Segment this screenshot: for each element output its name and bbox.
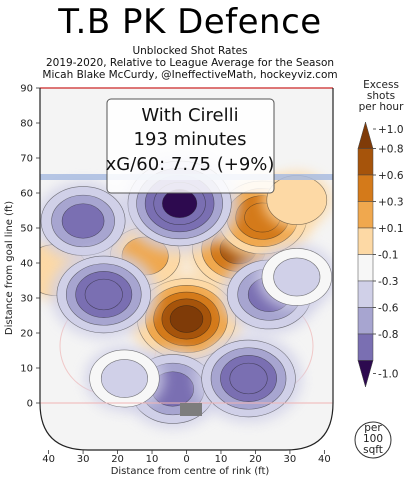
y-tick-label: 90 — [20, 84, 33, 95]
colorbar: Excess shots per hour +1.0 +0.8 +0.6 +0.3 +0… — [357, 79, 405, 388]
colorbar-cell — [357, 227, 374, 255]
colorbar-cell — [357, 201, 374, 229]
unit-badge: per 100 sqft — [354, 421, 392, 459]
unit-badge-line-3: sqft — [363, 444, 383, 456]
y-axis-label: Distance from goal line (ft) — [4, 201, 15, 335]
y-tick-label: 80 — [20, 119, 33, 130]
y-tick-label: 0 — [27, 399, 33, 410]
x-tick-label: 40 — [42, 454, 55, 465]
x-tick-label: 20 — [249, 454, 262, 465]
colorbar-tick-label: -0.1 — [378, 250, 399, 262]
x-tick-label: 30 — [77, 454, 90, 465]
y-tick-label: 10 — [20, 364, 33, 375]
chart-subtitle-2: 2019-2020, Relative to League Average fo… — [45, 57, 335, 69]
colorbar-tick-label: +0.3 — [378, 197, 404, 209]
info-line-2: 193 minutes — [134, 129, 247, 150]
x-tick-label: 20 — [111, 454, 124, 465]
colorbar-title-3: per hour — [359, 101, 405, 113]
info-line-3: xG/60: 7.75 (+9%) — [106, 154, 275, 175]
x-tick-label: 10 — [146, 454, 159, 465]
chart-subtitle-1: Unblocked Shot Rates — [132, 45, 248, 57]
heat-region-left-wall-high — [40, 181, 132, 261]
y-tick-label: 50 — [20, 224, 33, 235]
colorbar-cell — [357, 148, 374, 176]
colorbar-cell — [357, 254, 374, 282]
unit-badge-line-1: per — [364, 422, 382, 434]
info-box: With Cirelli 193 minutes xG/60: 7.75 (+9… — [106, 98, 275, 194]
heat-region-high-slot — [129, 272, 244, 366]
x-tick-label: 10 — [215, 454, 228, 465]
colorbar-cell — [357, 333, 374, 361]
info-line-1: With Cirelli — [141, 105, 238, 126]
heat-region-right-low — [194, 333, 303, 424]
colorbar-tick-label: +0.1 — [378, 223, 404, 235]
colorbar-tick-label: -0.6 — [378, 303, 399, 315]
heat-region-left-low — [84, 345, 165, 412]
y-tick-label: 20 — [20, 329, 33, 340]
colorbar-cell — [357, 307, 374, 335]
colorbar-cell — [357, 121, 374, 149]
y-tick-label: 60 — [20, 189, 33, 200]
heat-region-right-blue-line — [262, 171, 332, 229]
x-axis-label: Distance from centre of rink (ft) — [111, 466, 270, 477]
y-tick-label: 30 — [20, 294, 33, 305]
y-tick-label: 40 — [20, 259, 33, 270]
colorbar-tick-label: -0.3 — [378, 276, 399, 288]
heat-region-right-wall — [256, 243, 333, 311]
colorbar-title-2: shots — [367, 90, 395, 102]
colorbar-tick-label: -0.8 — [378, 329, 399, 341]
chart-title: T.B PK Defence — [58, 2, 322, 42]
x-tick-label: 40 — [318, 454, 331, 465]
chart-subtitle-3: Micah Blake McCurdy, @IneffectiveMath, h… — [42, 69, 338, 81]
colorbar-tick-label: -1.0 — [378, 369, 399, 381]
unit-badge-line-2: 100 — [363, 433, 383, 445]
x-axis: 40 30 20 10 0 10 20 30 40 — [42, 450, 331, 465]
rink-boards — [39, 88, 334, 451]
goal-net — [180, 403, 202, 416]
y-axis: 0 10 20 30 40 50 60 70 80 90 — [20, 84, 40, 410]
colorbar-tick-label: +0.8 — [378, 144, 404, 156]
colorbar-cell — [357, 174, 374, 202]
colorbar-cell — [357, 360, 374, 388]
colorbar-tick-label: +1.0 — [378, 124, 404, 136]
colorbar-tick-label: +0.6 — [378, 170, 404, 182]
colorbar-cell — [357, 280, 374, 308]
colorbar-title-1: Excess — [363, 79, 399, 91]
x-tick-label: 0 — [183, 454, 189, 465]
y-tick-label: 70 — [20, 154, 33, 165]
x-tick-label: 30 — [284, 454, 297, 465]
heat-region-left-circle — [49, 249, 158, 340]
heat-layer — [40, 154, 333, 429]
